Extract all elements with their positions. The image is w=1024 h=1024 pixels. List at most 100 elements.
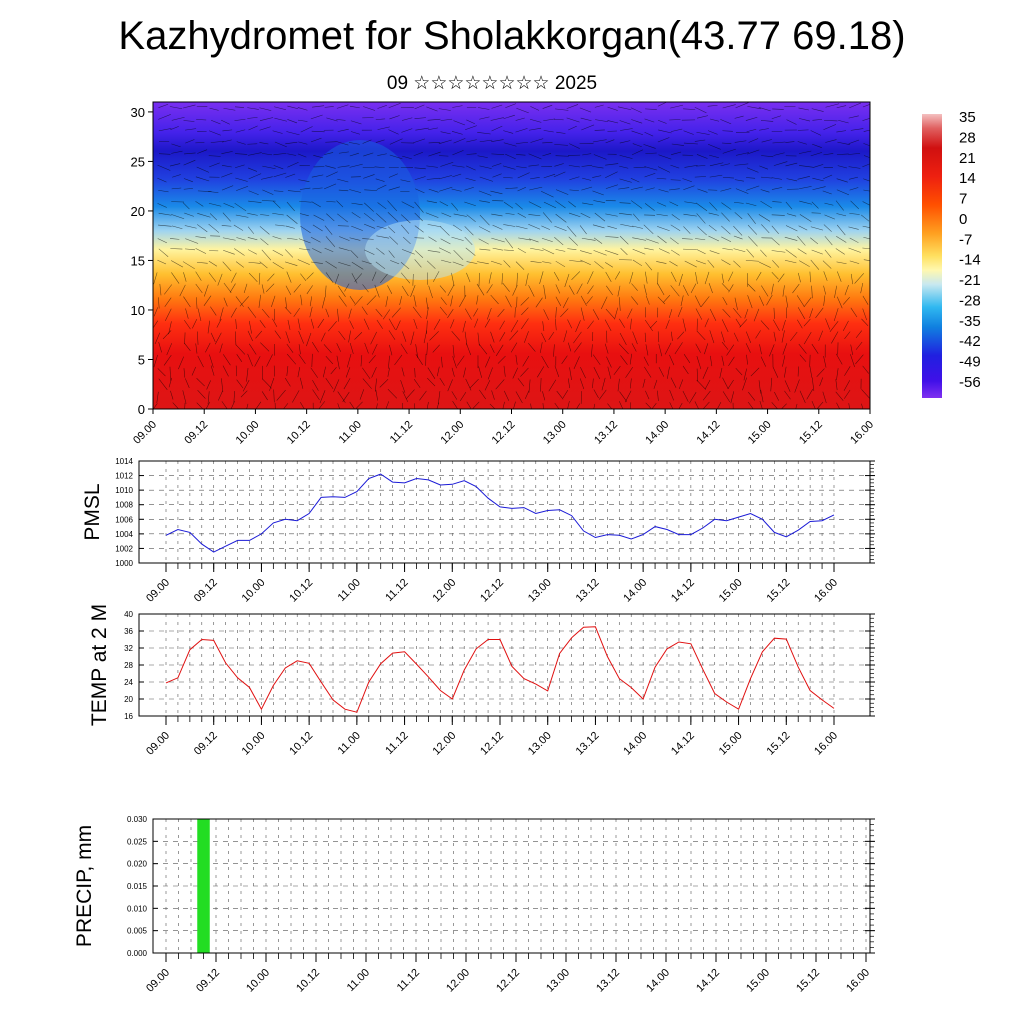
wind-vector bbox=[364, 342, 369, 354]
wind-vector bbox=[349, 296, 356, 304]
wind-vector bbox=[287, 190, 301, 193]
wind-vector bbox=[320, 332, 326, 342]
wind-vector bbox=[285, 249, 294, 258]
wind-vector bbox=[620, 128, 633, 131]
wind-vector bbox=[209, 107, 219, 111]
wind-vector bbox=[412, 306, 422, 318]
wind-vector bbox=[670, 271, 677, 282]
wind-vector bbox=[792, 283, 800, 294]
wind-vector bbox=[594, 129, 605, 131]
wind-vector bbox=[158, 224, 172, 227]
x-tick-label: 11.12 bbox=[395, 967, 422, 994]
wind-vector bbox=[580, 295, 587, 306]
wind-vector bbox=[862, 225, 870, 228]
wind-vector bbox=[733, 260, 741, 268]
wind-vector bbox=[466, 261, 478, 264]
wind-vector bbox=[619, 401, 624, 409]
wind-vector bbox=[772, 366, 779, 378]
wind-vector bbox=[236, 354, 243, 362]
wind-vector bbox=[658, 154, 672, 160]
wind-vector bbox=[172, 174, 181, 178]
wind-vector bbox=[259, 117, 274, 121]
wind-vector bbox=[563, 330, 568, 343]
wind-vector bbox=[829, 321, 839, 333]
wind-vector bbox=[604, 343, 609, 354]
wind-vector bbox=[668, 188, 680, 191]
wind-vector bbox=[338, 261, 351, 267]
wind-vector bbox=[479, 165, 492, 169]
wind-vector bbox=[375, 308, 383, 317]
wind-vector bbox=[401, 117, 413, 121]
wind-vector bbox=[683, 354, 691, 364]
wind-vector bbox=[505, 103, 517, 109]
wind-vector bbox=[593, 389, 599, 399]
wind-vector bbox=[326, 201, 336, 203]
wind-vector bbox=[605, 184, 618, 189]
wind-vector bbox=[157, 368, 166, 377]
wind-vector bbox=[770, 377, 773, 392]
wind-vector bbox=[619, 165, 629, 169]
wind-vector bbox=[414, 167, 426, 170]
wind-vector bbox=[503, 130, 514, 134]
wind-vector bbox=[529, 119, 542, 123]
wind-vector bbox=[567, 226, 577, 237]
wind-vector bbox=[284, 261, 298, 266]
wind-vector bbox=[670, 377, 677, 388]
wind-vector bbox=[619, 140, 631, 144]
wind-vector bbox=[742, 377, 748, 391]
wind-vector bbox=[479, 200, 490, 203]
wind-vector bbox=[825, 103, 840, 108]
wind-vector bbox=[790, 331, 798, 342]
wind-vector bbox=[513, 401, 516, 409]
wind-vector bbox=[669, 260, 678, 267]
wind-vector bbox=[524, 390, 530, 400]
wind-vector bbox=[525, 273, 529, 286]
wind-vector bbox=[221, 225, 232, 227]
x-tick-label: 15.00 bbox=[744, 967, 772, 995]
wind-vector bbox=[683, 142, 698, 145]
wind-vector bbox=[376, 235, 390, 239]
wind-vector bbox=[325, 272, 334, 283]
wind-vector bbox=[351, 212, 361, 219]
wind-vector bbox=[694, 401, 699, 409]
wind-vector bbox=[771, 238, 780, 246]
wind-vector bbox=[387, 212, 399, 222]
wind-vector bbox=[664, 342, 672, 355]
wind-vector bbox=[492, 247, 504, 251]
precip-bars bbox=[197, 819, 210, 953]
wind-vector bbox=[720, 188, 732, 192]
wind-vector bbox=[745, 331, 752, 343]
wind-vector bbox=[362, 367, 371, 380]
y-tick-label: 0.025 bbox=[127, 837, 148, 846]
y-tick-label: 0.000 bbox=[127, 949, 148, 958]
wind-vector bbox=[855, 354, 864, 365]
wind-vector bbox=[614, 307, 619, 320]
wind-vector bbox=[376, 213, 387, 223]
wind-vector bbox=[747, 295, 753, 309]
heatmap-ytick-label: 10 bbox=[131, 303, 145, 318]
wind-vector bbox=[784, 390, 791, 400]
wind-vector bbox=[553, 171, 566, 178]
wind-vector bbox=[811, 108, 824, 112]
wind-vector bbox=[670, 164, 680, 169]
wind-vector bbox=[677, 306, 683, 318]
wind-vector bbox=[286, 271, 292, 283]
wind-vector bbox=[499, 320, 505, 330]
wind-vector bbox=[196, 119, 207, 121]
wind-vector bbox=[413, 295, 417, 307]
wind-vector bbox=[300, 126, 313, 133]
wind-vector bbox=[451, 367, 455, 377]
wind-vector bbox=[324, 225, 333, 235]
x-tick-label: 13.00 bbox=[544, 967, 572, 995]
wind-vector bbox=[394, 354, 403, 366]
pmsl-series-line bbox=[165, 473, 835, 553]
wind-vector bbox=[222, 212, 231, 222]
y-tick-label: 36 bbox=[124, 627, 133, 636]
wind-vector bbox=[377, 202, 387, 210]
wind-vector bbox=[824, 120, 838, 122]
warm-core bbox=[153, 369, 255, 409]
wind-vector bbox=[619, 235, 629, 245]
wind-vector bbox=[746, 177, 756, 179]
wind-vector bbox=[861, 214, 870, 222]
y-tick-label: 28 bbox=[124, 661, 133, 670]
